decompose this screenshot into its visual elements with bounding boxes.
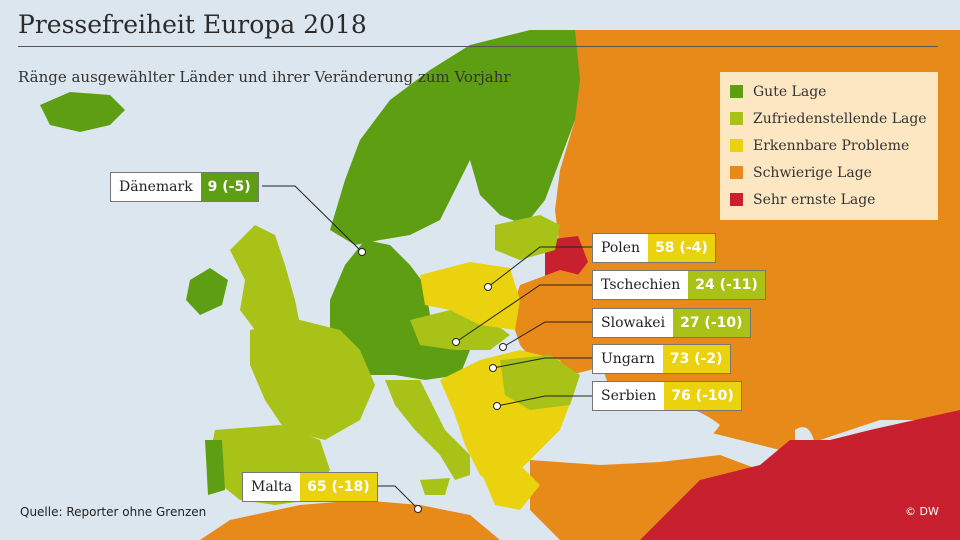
callout-rank: 24 (-11) <box>688 271 765 299</box>
page-subtitle: Ränge ausgewählter Länder und ihrer Verä… <box>18 68 511 86</box>
callout-country: Ungarn <box>593 345 663 373</box>
black-sea <box>545 397 720 459</box>
callout-country: Dänemark <box>111 173 201 201</box>
connector-slowakei <box>502 321 592 348</box>
legend-label: Erkennbare Probleme <box>753 137 910 154</box>
legend-swatch <box>730 139 743 152</box>
legend-swatch <box>730 193 743 206</box>
connector-ungarn <box>492 357 592 369</box>
region-uk <box>230 225 300 335</box>
dot-polen <box>484 283 492 291</box>
dot-ungarn <box>489 364 497 372</box>
connector-malta <box>370 485 419 510</box>
callout-malta: Malta 65 (-18) <box>242 472 378 502</box>
page-title: Pressefreiheit Europa 2018 <box>18 10 367 39</box>
callout-slowakei: Slowakei 27 (-10) <box>592 308 751 338</box>
callout-ungarn: Ungarn 73 (-2) <box>592 344 731 374</box>
callout-country: Polen <box>593 234 649 262</box>
callout-daenemark: Dänemark 9 (-5) <box>110 172 259 202</box>
dot-slowakei <box>499 343 507 351</box>
callout-rank: 58 (-4) <box>648 234 715 262</box>
callout-rank: 65 (-18) <box>300 473 377 501</box>
callout-rank: 27 (-10) <box>673 309 750 337</box>
legend-label: Gute Lage <box>753 83 827 100</box>
callout-rank: 76 (-10) <box>664 382 741 410</box>
region-middle-east <box>640 410 960 540</box>
legend-swatch <box>730 85 743 98</box>
callout-country: Serbien <box>593 382 665 410</box>
legend-label: Schwierige Lage <box>753 164 872 181</box>
source-note: Quelle: Reporter ohne Grenzen <box>20 505 207 519</box>
region-france <box>250 320 375 440</box>
region-greece <box>480 465 540 510</box>
title-divider <box>18 46 938 47</box>
legend-item-sehr-ernste-lage: Sehr ernste Lage <box>730 186 938 213</box>
connector-daenemark <box>262 185 363 253</box>
region-iceland <box>40 92 125 132</box>
legend: Gute Lage Zufriedenstellende Lage Erkenn… <box>720 72 938 220</box>
dot-tschechien <box>452 338 460 346</box>
region-scandinavia <box>330 30 580 245</box>
dot-daenemark <box>358 248 366 256</box>
legend-label: Sehr ernste Lage <box>753 191 876 208</box>
callout-country: Tschechien <box>593 271 689 299</box>
callout-rank: 73 (-2) <box>662 345 730 373</box>
legend-item-erkennbare-probleme: Erkennbare Probleme <box>730 132 938 159</box>
region-poland <box>420 262 520 330</box>
connector-serbien <box>496 395 592 407</box>
callout-polen: Polen 58 (-4) <box>592 233 716 263</box>
legend-swatch <box>730 112 743 125</box>
region-sicily <box>420 478 450 495</box>
region-portugal <box>205 440 225 495</box>
region-central-green <box>330 240 430 375</box>
region-ireland <box>186 268 228 315</box>
credit-logo: © DW <box>905 505 939 518</box>
connector-tschechien <box>455 284 592 343</box>
callout-serbien: Serbien 76 (-10) <box>592 381 742 411</box>
callout-country: Malta <box>243 473 301 501</box>
region-italy <box>385 380 470 480</box>
legend-item-zufriedenstellende-lage: Zufriedenstellende Lage <box>730 105 938 132</box>
legend-item-schwierige-lage: Schwierige Lage <box>730 159 938 186</box>
legend-label: Zufriedenstellende Lage <box>753 110 927 127</box>
dot-serbien <box>493 402 501 410</box>
callout-tschechien: Tschechien 24 (-11) <box>592 270 766 300</box>
region-north-africa <box>200 500 500 540</box>
connector-polen <box>487 246 592 288</box>
callout-country: Slowakei <box>593 309 674 337</box>
region-switzerland-austria <box>395 340 470 380</box>
legend-item-gute-lage: Gute Lage <box>730 78 938 105</box>
region-baltics <box>495 215 560 260</box>
callout-rank: 9 (-5) <box>200 173 258 201</box>
legend-swatch <box>730 166 743 179</box>
dot-malta <box>414 505 422 513</box>
